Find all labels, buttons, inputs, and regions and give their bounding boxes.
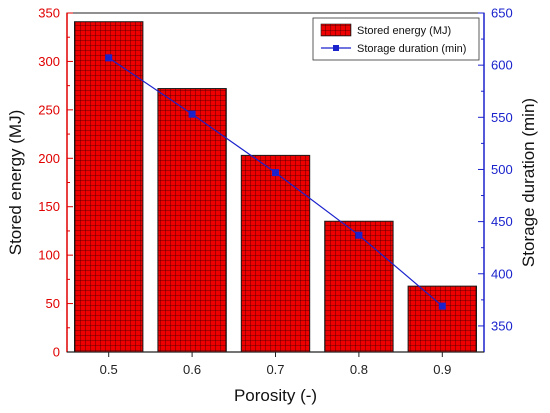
right-tick-label: 600 — [491, 58, 513, 73]
left-tick-label: 50 — [46, 296, 60, 311]
x-axis-title: Porosity (-) — [234, 386, 317, 405]
left-tick-label: 300 — [38, 54, 60, 69]
legend-marker-square — [333, 45, 339, 51]
y-axis-title-right: Storage duration (min) — [519, 98, 538, 267]
x-tick-label: 0.9 — [433, 362, 451, 377]
bar-0.8 — [324, 220, 394, 353]
legend-label-storage-duration: Storage duration (min) — [357, 43, 466, 55]
bar-0.7 — [240, 154, 311, 353]
x-tick-label: 0.7 — [266, 362, 284, 377]
y-axis-title-left: Stored energy (MJ) — [6, 110, 25, 256]
legend-label-stored-energy: Stored energy (MJ) — [357, 25, 451, 37]
bar-0.6 — [157, 88, 227, 353]
right-tick-label: 650 — [491, 6, 513, 21]
line-series-storage-duration — [105, 54, 446, 310]
point-0.6 — [188, 110, 196, 118]
left-tick-label: 250 — [38, 102, 60, 117]
right-tick-label: 400 — [491, 266, 513, 281]
right-tick-label: 550 — [491, 110, 513, 125]
left-tick-label: 0 — [53, 345, 60, 360]
point-0.9 — [438, 302, 446, 310]
x-axis: 0.5 0.6 0.7 0.8 0.9 — [67, 351, 484, 377]
x-tick-label: 0.8 — [350, 362, 368, 377]
point-0.5 — [105, 54, 113, 62]
right-tick-label: 450 — [491, 214, 513, 229]
right-axis: 350 400 450 500 550 600 650 — [478, 6, 513, 352]
right-tick-label: 500 — [491, 162, 513, 177]
left-tick-label: 350 — [38, 6, 60, 21]
left-axis: 0 50 100 150 200 250 300 350 — [38, 6, 73, 360]
bar-0.5 — [74, 21, 144, 353]
point-0.8 — [355, 231, 363, 239]
bar-series-stored-energy — [74, 21, 477, 353]
legend-swatch-stored-energy — [320, 23, 352, 37]
x-tick-label: 0.6 — [183, 362, 201, 377]
left-tick-label: 200 — [38, 151, 60, 166]
x-tick-label: 0.5 — [100, 362, 118, 377]
left-tick-label: 100 — [38, 248, 60, 263]
point-0.7 — [272, 169, 279, 177]
bar-0.9 — [407, 285, 477, 353]
left-tick-label: 150 — [38, 199, 60, 214]
right-tick-label: 350 — [491, 318, 513, 333]
legend: Stored energy (MJ) Storage duration (min… — [312, 17, 480, 61]
